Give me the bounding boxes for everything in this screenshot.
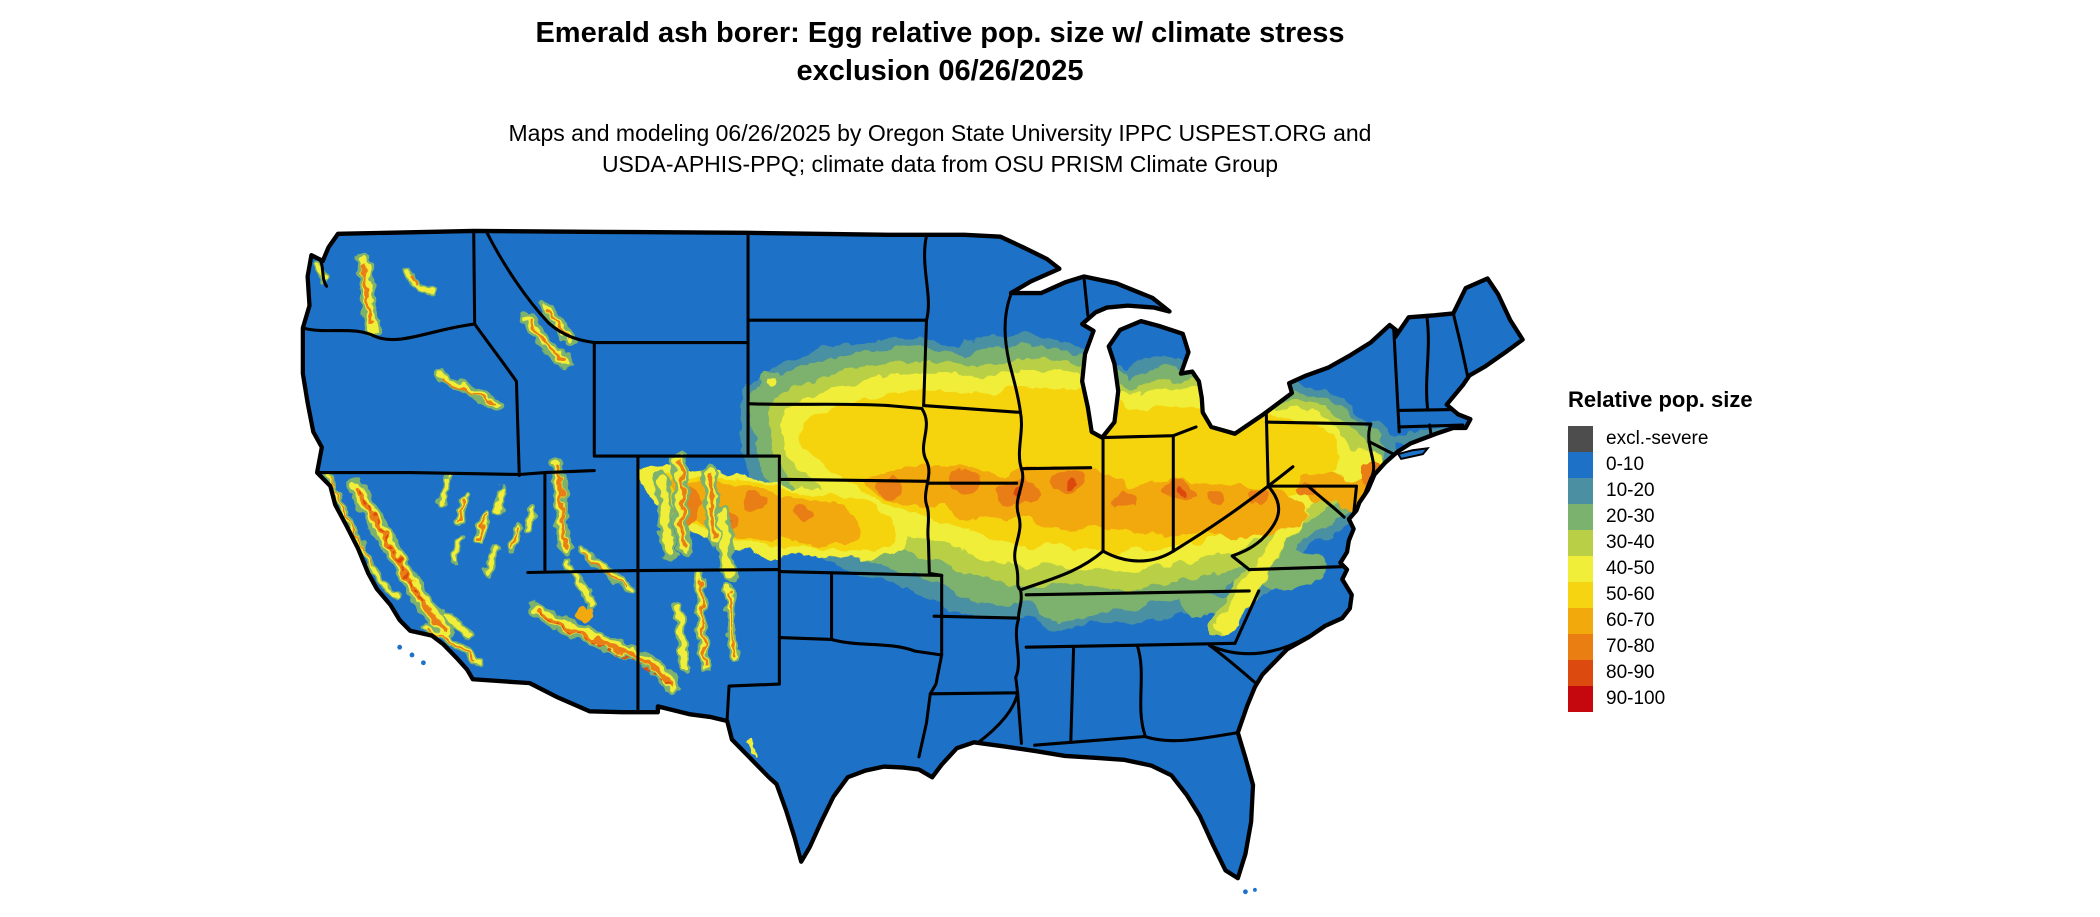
us-map-svg xyxy=(300,228,1534,895)
legend-row: 50-60 xyxy=(1568,582,1828,608)
legend-row: 30-40 xyxy=(1568,530,1828,556)
us-heatmap xyxy=(300,228,1534,917)
legend: Relative pop. size excl.-severe 0-10 10-… xyxy=(1568,388,1828,712)
legend-row: 60-70 xyxy=(1568,608,1828,634)
legend-row: 0-10 xyxy=(1568,452,1828,478)
map-subtitle-line1: Maps and modeling 06/26/2025 by Oregon S… xyxy=(508,120,1372,146)
state-borders xyxy=(302,230,1471,780)
legend-color-swatch xyxy=(1568,426,1593,452)
page: { "title": { "line1": "Emerald ash borer… xyxy=(0,14,1880,895)
legend-label: 40-50 xyxy=(1606,558,1655,579)
legend-label: 80-90 xyxy=(1606,662,1655,683)
legend-label: 20-30 xyxy=(1606,506,1655,527)
legend-color-swatch xyxy=(1568,660,1593,686)
legend-rows: excl.-severe 0-10 10-20 20-30 30-40 40-5… xyxy=(1568,426,1828,712)
map-title: Emerald ash borer: Egg relative pop. siz… xyxy=(0,14,1880,90)
legend-label: 60-70 xyxy=(1606,610,1655,631)
mountain-ridges xyxy=(313,251,783,756)
legend-label: excl.-severe xyxy=(1606,428,1709,449)
legend-label: 30-40 xyxy=(1606,532,1655,553)
legend-row: 40-50 xyxy=(1568,556,1828,582)
legend-row: 90-100 xyxy=(1568,686,1828,712)
legend-color-swatch xyxy=(1568,582,1593,608)
legend-row: 70-80 xyxy=(1568,634,1828,660)
legend-label: 0-10 xyxy=(1606,454,1645,475)
map-subtitle: Maps and modeling 06/26/2025 by Oregon S… xyxy=(0,118,1880,180)
legend-row: 10-20 xyxy=(1568,478,1828,504)
legend-color-swatch xyxy=(1568,530,1593,556)
legend-color-swatch xyxy=(1568,634,1593,660)
legend-row: 20-30 xyxy=(1568,504,1828,530)
map-title-line2: exclusion 06/26/2025 xyxy=(796,55,1084,87)
legend-color-swatch xyxy=(1568,608,1593,634)
legend-row: 80-90 xyxy=(1568,660,1828,686)
long-island xyxy=(1396,447,1430,461)
legend-row: excl.-severe xyxy=(1568,426,1828,452)
legend-color-swatch xyxy=(1568,686,1593,712)
legend-label: 70-80 xyxy=(1606,636,1655,657)
legend-color-swatch xyxy=(1568,504,1593,530)
map-subtitle-line2: USDA-APHIS-PPQ; climate data from OSU PR… xyxy=(601,151,1279,177)
legend-color-swatch xyxy=(1568,556,1593,582)
legend-title: Relative pop. size xyxy=(1568,387,1753,412)
legend-color-swatch xyxy=(1568,452,1593,478)
map-title-line1: Emerald ash borer: Egg relative pop. siz… xyxy=(535,17,1345,49)
legend-label: 90-100 xyxy=(1606,688,1666,709)
legend-color-swatch xyxy=(1568,478,1593,504)
legend-label: 50-60 xyxy=(1606,584,1655,605)
legend-label: 10-20 xyxy=(1606,480,1655,501)
